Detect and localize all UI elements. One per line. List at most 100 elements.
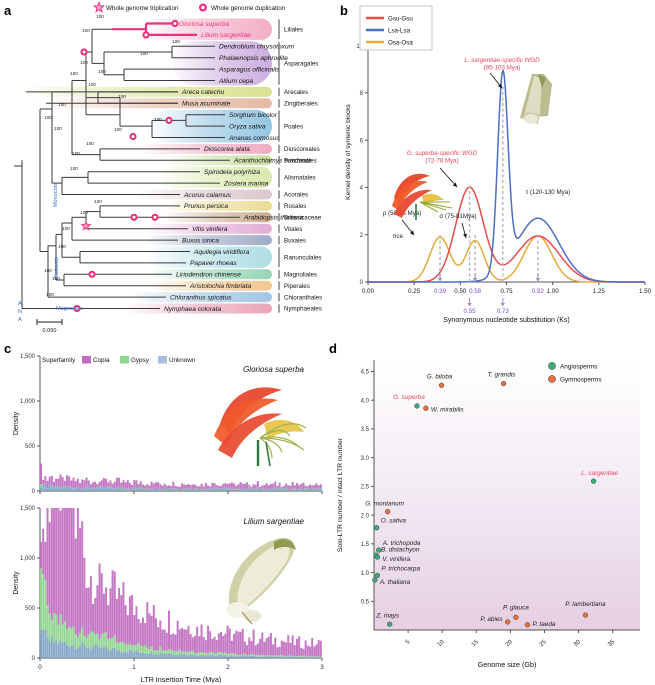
scatter-point[interactable] bbox=[524, 622, 531, 628]
scatter-point[interactable] bbox=[500, 380, 507, 387]
scatter-point[interactable] bbox=[374, 554, 381, 560]
histogram-bar bbox=[174, 485, 177, 489]
histogram-bar bbox=[48, 522, 51, 614]
scatter-point[interactable] bbox=[374, 525, 380, 531]
histogram-bar bbox=[59, 614, 62, 641]
histogram-bar bbox=[235, 485, 238, 489]
scatter-point[interactable] bbox=[414, 403, 420, 409]
scatter-point[interactable] bbox=[376, 547, 382, 553]
histogram-bar bbox=[215, 487, 218, 491]
histogram-bar bbox=[213, 655, 216, 658]
histogram-bar bbox=[174, 634, 177, 652]
annotation-text: (95-103 Mya) bbox=[484, 65, 521, 72]
histogram-bar bbox=[196, 655, 199, 658]
y-tick-label: 2 bbox=[360, 233, 364, 239]
histogram-bar bbox=[302, 655, 305, 657]
histogram-bar bbox=[252, 655, 255, 658]
scatter-point[interactable] bbox=[384, 509, 391, 515]
histogram-bar bbox=[163, 653, 166, 658]
histogram-bar bbox=[111, 648, 114, 658]
histogram-bar bbox=[269, 488, 272, 491]
histogram-bar bbox=[128, 482, 131, 489]
histogram-bar bbox=[222, 655, 225, 658]
histogram-bar bbox=[187, 488, 190, 491]
histogram-bar bbox=[148, 653, 151, 658]
histogram-bar bbox=[228, 483, 231, 488]
histogram-bar bbox=[220, 655, 223, 658]
scatter-point[interactable] bbox=[505, 619, 511, 625]
bootstrap-value: 100 bbox=[80, 210, 88, 215]
histogram-bar bbox=[46, 480, 49, 489]
histogram-bar bbox=[146, 647, 149, 654]
clade-label-ana: N bbox=[18, 309, 22, 315]
histogram-bar bbox=[304, 656, 307, 658]
histogram-bar bbox=[278, 656, 281, 658]
histogram-bar bbox=[109, 650, 112, 658]
histogram-bar bbox=[278, 482, 281, 488]
legend-swatch bbox=[120, 356, 129, 364]
histogram-bar bbox=[237, 631, 240, 656]
histogram-bar bbox=[157, 650, 160, 655]
histogram-bar bbox=[85, 648, 88, 658]
histogram-bar bbox=[144, 488, 147, 491]
scatter-point[interactable] bbox=[590, 478, 597, 484]
histogram-bar bbox=[189, 653, 192, 658]
taxon-label: Gloriosa superba bbox=[179, 21, 230, 28]
scatter-point[interactable] bbox=[372, 577, 378, 583]
histogram-bar bbox=[55, 478, 58, 486]
bootstrap-value: 100 bbox=[52, 276, 60, 281]
scatter-point[interactable] bbox=[423, 405, 429, 411]
histogram-bar bbox=[46, 636, 49, 658]
histogram-bar bbox=[265, 656, 268, 658]
histogram-bar bbox=[46, 488, 49, 491]
histogram-bar bbox=[282, 641, 285, 656]
histogram-bar bbox=[272, 488, 275, 491]
x-tick-label: 3 bbox=[320, 664, 324, 671]
histogram-bar bbox=[102, 593, 105, 633]
histogram-bar bbox=[141, 484, 144, 488]
scale-bar: 0.090 bbox=[36, 319, 63, 334]
scatter-point[interactable] bbox=[582, 612, 589, 618]
bootstrap-value: 100 bbox=[154, 117, 162, 122]
taxon-label: Allium cepa bbox=[218, 78, 253, 85]
scatter-point[interactable] bbox=[438, 382, 445, 388]
scatter-point[interactable] bbox=[513, 614, 519, 621]
histogram-bar bbox=[241, 654, 244, 657]
histogram-bar bbox=[315, 483, 318, 490]
histogram-bar bbox=[217, 633, 220, 652]
histogram-bar bbox=[83, 480, 86, 488]
histogram-bar bbox=[79, 489, 82, 491]
histogram-bar bbox=[109, 486, 112, 491]
histogram-bar bbox=[306, 645, 309, 657]
histogram-bar bbox=[172, 654, 175, 658]
scatter-point[interactable] bbox=[387, 621, 393, 627]
histogram-bar bbox=[159, 484, 162, 490]
histogram-bar bbox=[53, 487, 56, 491]
histogram-bar bbox=[187, 655, 190, 658]
scatter-point-label: G. superba bbox=[393, 394, 425, 401]
histogram-bar bbox=[55, 508, 58, 615]
order-label: Nymphaeales bbox=[284, 306, 322, 313]
histogram-bar bbox=[243, 653, 246, 656]
histogram-bar bbox=[70, 480, 73, 488]
histogram-bar bbox=[313, 646, 316, 657]
clade-label-ana: A bbox=[18, 317, 22, 323]
clade-band bbox=[134, 292, 272, 303]
scatter-point[interactable] bbox=[374, 572, 381, 579]
histogram-bar bbox=[176, 620, 179, 651]
histogram-bar bbox=[66, 644, 69, 658]
histogram-bar bbox=[94, 488, 97, 491]
histogram-bar bbox=[105, 632, 108, 647]
histogram-bar bbox=[42, 484, 45, 491]
histogram-bar bbox=[167, 485, 170, 489]
taxon-label: Asparagus officinalis bbox=[218, 66, 280, 73]
histogram-bar bbox=[306, 657, 309, 658]
histogram-bar bbox=[233, 483, 236, 490]
x-tick-label: 35 bbox=[607, 639, 616, 648]
histogram-bar bbox=[89, 484, 92, 489]
histogram-bar bbox=[187, 483, 190, 489]
histogram-bar bbox=[68, 486, 71, 491]
histogram-bar bbox=[298, 488, 301, 491]
histogram-bar bbox=[246, 645, 249, 656]
legend-label: Copia bbox=[93, 357, 110, 364]
